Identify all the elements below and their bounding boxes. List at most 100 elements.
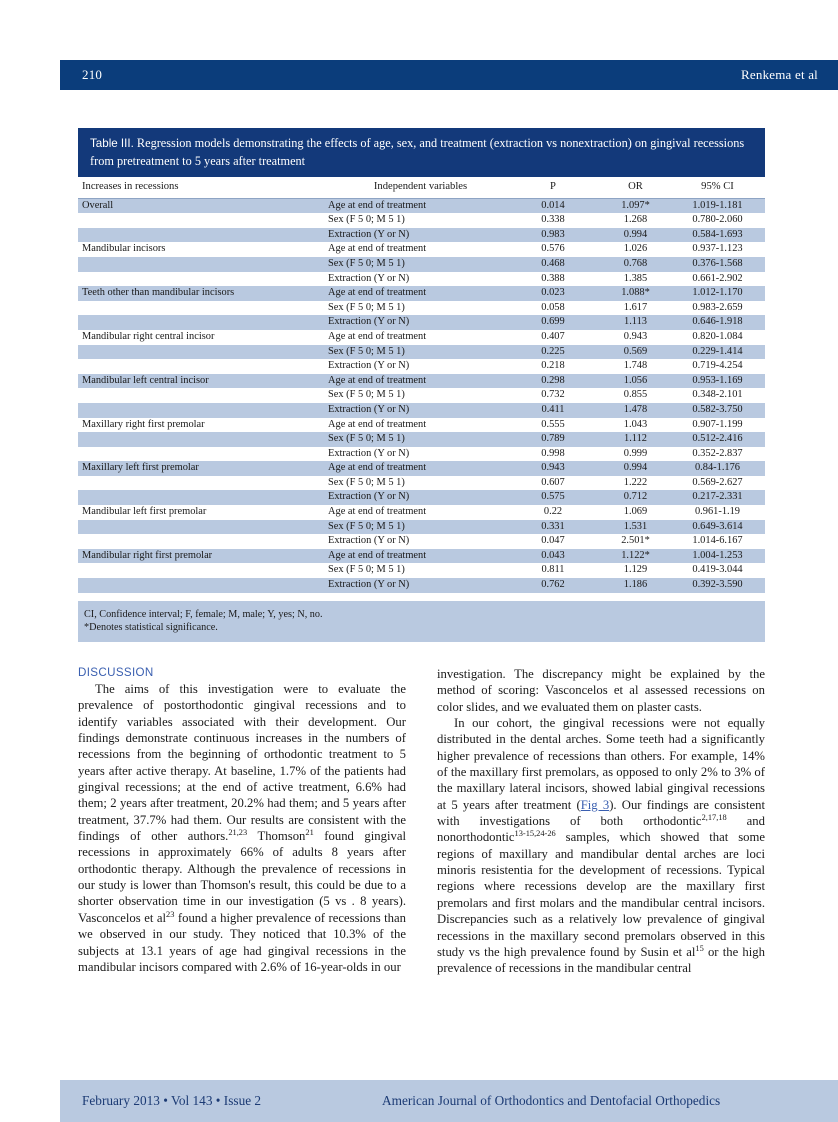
cell-p: 0.331 bbox=[513, 519, 593, 535]
cell-or: 1.222 bbox=[623, 476, 648, 488]
cell-variable: Sex (F 5 0; M 5 1) bbox=[328, 344, 513, 360]
table-row: Extraction (Y or N) 0.411 1.478 0.582-3.750 bbox=[78, 402, 765, 418]
cell-variable: Age at end of treatment bbox=[328, 243, 427, 255]
cell-or: 1.056 bbox=[593, 373, 678, 389]
cell-p: 0.789 bbox=[513, 432, 593, 447]
ref-15: 15 bbox=[695, 943, 704, 953]
cell-variable: Sex (F 5 0; M 5 1) bbox=[328, 564, 405, 576]
cell-p: 0.811 bbox=[541, 564, 565, 576]
cell-p: 0.555 bbox=[541, 418, 565, 430]
cell-p: 0.388 bbox=[541, 272, 565, 284]
cell-ci: 0.649-3.614 bbox=[678, 519, 765, 535]
cell-p: 0.014 bbox=[513, 198, 593, 214]
cell-or: 1.531 bbox=[593, 519, 678, 535]
cell-variable: Sex (F 5 0; M 5 1) bbox=[328, 214, 405, 226]
cell-ci: 0.983-2.659 bbox=[692, 301, 743, 313]
cell-variable: Extraction (Y or N) bbox=[328, 447, 410, 459]
table-row: Sex (F 5 0; M 5 1) 0.331 1.531 0.649-3.614 bbox=[78, 519, 765, 535]
col-head-or: OR bbox=[593, 177, 678, 199]
table-body: Overall Age at end of treatment 0.014 1.097… bbox=[78, 198, 765, 593]
table-row: Maxillary left first premolar Age at end … bbox=[78, 461, 765, 476]
column-right: investigation. The discrepancy might be … bbox=[437, 666, 765, 977]
table-label: Table III. bbox=[90, 137, 134, 150]
cell-ci: 0.217-2.331 bbox=[678, 490, 765, 506]
cell-variable: Sex (F 5 0; M 5 1) bbox=[328, 301, 405, 313]
table-row: Extraction (Y or N) 0.699 1.113 0.646-1.918 bbox=[78, 315, 765, 330]
cell-p: 0.218 bbox=[541, 360, 565, 372]
cell-or: 0.943 bbox=[623, 330, 648, 342]
cell-ci: 0.907-1.199 bbox=[692, 418, 743, 430]
cell-group bbox=[78, 578, 328, 593]
cell-group bbox=[78, 213, 328, 228]
paragraph-left-1: The aims of this investigation were to e… bbox=[78, 681, 406, 975]
running-head-authors: Renkema et al bbox=[741, 67, 818, 82]
cell-variable: Extraction (Y or N) bbox=[328, 272, 410, 284]
cell-ci: 0.582-3.750 bbox=[678, 402, 765, 418]
cell-ci: 0.419-3.044 bbox=[692, 564, 743, 576]
cell-p: 0.407 bbox=[541, 330, 565, 342]
cell-ci: 1.019-1.181 bbox=[678, 198, 765, 214]
cell-group bbox=[78, 447, 328, 462]
table-row: Extraction (Y or N) 0.218 1.748 0.719-4.254 bbox=[78, 359, 765, 374]
paragraph-right-1: investigation. The discrepancy might be … bbox=[437, 667, 765, 714]
ref-2-17-18: 2,17,18 bbox=[701, 812, 727, 822]
col-head-ci: 95% CI bbox=[678, 177, 765, 199]
cell-ci: 0.569-2.627 bbox=[692, 476, 743, 488]
cell-or: 1.043 bbox=[623, 418, 648, 430]
cell-p: 0.023 bbox=[513, 286, 593, 301]
cell-or: 1.478 bbox=[593, 402, 678, 418]
para-right-seg3: and nonorthodontic bbox=[437, 814, 765, 845]
ref-21-23: 21,23 bbox=[228, 827, 248, 837]
table-row: Sex (F 5 0; M 5 1) 0.732 0.855 0.348-2.101 bbox=[78, 388, 765, 403]
cell-or: 0.569 bbox=[593, 344, 678, 360]
cell-ci: 1.014-6.167 bbox=[692, 535, 743, 547]
table-footnote-abbrev: CI, Confidence interval; F, female; M, m… bbox=[84, 608, 323, 620]
cell-group bbox=[78, 519, 328, 535]
cell-or: 1.129 bbox=[623, 564, 648, 576]
para-right-seg2: ). Our findings are consistent with inve… bbox=[437, 797, 765, 829]
table-caption: Table III. Regression models demonstrati… bbox=[78, 128, 765, 177]
para-right-seg1: In our cohort, the gingival recessions w… bbox=[437, 716, 765, 812]
cell-ci: 1.012-1.170 bbox=[678, 286, 765, 301]
table-row: Maxillary right first premolar Age at end… bbox=[78, 418, 765, 433]
cell-ci: 1.004-1.253 bbox=[678, 548, 765, 564]
cell-variable: Age at end of treatment bbox=[328, 373, 513, 389]
cell-p: 0.225 bbox=[513, 344, 593, 360]
table-row: Mandibular left first premolar Age at end… bbox=[78, 505, 765, 520]
cell-group bbox=[78, 476, 328, 491]
cell-ci: 0.961-1.19 bbox=[694, 506, 741, 518]
cell-or: 1.268 bbox=[623, 214, 648, 226]
cell-group bbox=[78, 490, 328, 506]
cell-ci: 0.953-1.169 bbox=[678, 373, 765, 389]
cell-ci: 0.820-1.084 bbox=[692, 330, 743, 342]
table-row: Mandibular left central incisor Age at en… bbox=[78, 373, 765, 389]
table-row: Sex (F 5 0; M 5 1) 0.468 0.768 0.376-1.568 bbox=[78, 256, 765, 272]
cell-ci: 0.780-2.060 bbox=[692, 214, 743, 226]
cell-group bbox=[78, 301, 328, 316]
cell-p: 0.22 bbox=[543, 506, 563, 518]
cell-p: 0.998 bbox=[541, 447, 565, 459]
cell-or: 2.501* bbox=[621, 535, 650, 547]
cell-variable: Extraction (Y or N) bbox=[328, 402, 513, 418]
paragraph-right-2: In our cohort, the gingival recessions w… bbox=[437, 715, 765, 977]
ref-23: 23 bbox=[166, 909, 175, 919]
para-left-seg4: found a higher prevalence of recessions … bbox=[78, 910, 406, 974]
cell-group bbox=[78, 256, 328, 272]
figure-3-link[interactable]: Fig 3 bbox=[580, 797, 610, 812]
cell-p: 0.468 bbox=[513, 256, 593, 272]
cell-group bbox=[78, 402, 328, 418]
table-footnote-significance: *Denotes statistical significance. bbox=[84, 621, 218, 633]
cell-p: 0.762 bbox=[513, 578, 593, 593]
cell-variable: Age at end of treatment bbox=[328, 330, 427, 342]
cell-variable: Extraction (Y or N) bbox=[328, 490, 513, 506]
cell-ci: 0.348-2.101 bbox=[692, 389, 743, 401]
cell-variable: Age at end of treatment bbox=[328, 286, 513, 301]
cell-or: 0.994 bbox=[593, 461, 678, 476]
cell-variable: Age at end of treatment bbox=[328, 461, 513, 476]
cell-variable: Sex (F 5 0; M 5 1) bbox=[328, 256, 513, 272]
cell-or: 1.113 bbox=[593, 315, 678, 330]
section-heading-discussion: DISCUSSION bbox=[78, 666, 154, 679]
cell-ci: 0.392-3.590 bbox=[678, 578, 765, 593]
cell-p: 0.575 bbox=[513, 490, 593, 506]
